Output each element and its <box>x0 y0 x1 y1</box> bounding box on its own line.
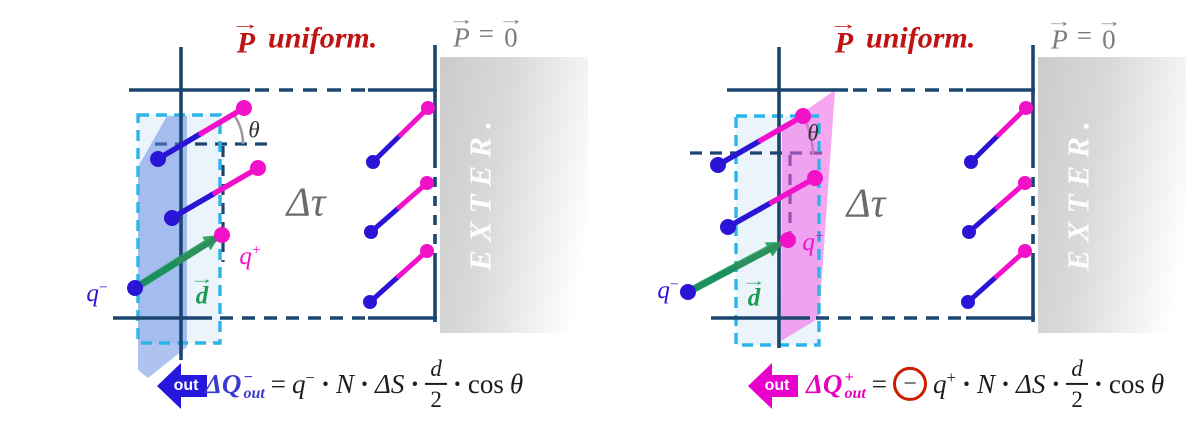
surface-term: ΔS <box>375 368 405 399</box>
dipoles-right-column <box>965 105 1029 305</box>
exterior-watermark-left: EXTER. <box>462 113 498 271</box>
out-arrow-right <box>748 363 798 409</box>
exterior-band-left <box>440 57 588 333</box>
p-zero-label-right: → P = → 0 <box>1046 13 1123 55</box>
equals-sign: = <box>270 368 287 399</box>
out-arrow-text-left: out <box>173 377 199 394</box>
negative-charge-cut-plane <box>138 116 187 378</box>
exterior-band-right <box>1038 57 1186 333</box>
dot-operator: · <box>320 368 330 399</box>
charge-term: q− <box>292 367 315 399</box>
surface-term: ΔS <box>1016 368 1046 399</box>
charge-term: q+ <box>933 367 956 399</box>
q-plus-label-right: q+ <box>802 227 824 257</box>
theta-term: θ <box>1150 368 1165 399</box>
dot-operator: · <box>1051 368 1061 399</box>
dot-operator: · <box>1001 368 1011 399</box>
out-arrow-text-right: out <box>764 377 790 394</box>
delta-q-out-term: ΔQ + out <box>806 368 866 402</box>
volume-element-dashed-box <box>136 113 222 345</box>
delta-tau-label-left: Δτ <box>286 178 326 225</box>
p-zero-label-left: → P = → 0 <box>448 11 525 53</box>
zero-vector-symbol: → 0 <box>1095 13 1123 55</box>
p-uniform-title-left: → P uniform. <box>231 13 378 60</box>
p-vector-symbol: → P <box>829 13 859 60</box>
panel-right-graphics <box>680 45 1035 409</box>
cosine-term: cos <box>1108 368 1145 399</box>
delta-tau-label-right: Δτ <box>846 179 886 226</box>
delta-q-out-term: ΔQ − out <box>205 368 265 402</box>
p-vector-symbol: → P <box>231 13 261 60</box>
q-minus-label-left: q− <box>86 278 108 308</box>
zero-vector-symbol: → 0 <box>497 11 525 53</box>
dot-operator: · <box>360 368 370 399</box>
positive-charge-cut-plane <box>781 90 835 341</box>
p-vector-symbol: → P <box>448 11 475 53</box>
circled-minus-sign: − <box>893 366 928 401</box>
dot-operator: · <box>410 368 420 399</box>
dot-operator: · <box>1093 368 1103 399</box>
exterior-watermark-right: EXTER. <box>1060 113 1096 271</box>
theta-arc <box>232 113 245 145</box>
d-vector-label-left: → d <box>189 271 215 310</box>
charge-dots <box>680 101 1033 309</box>
density-term: N <box>976 368 995 399</box>
dot-operator: · <box>452 368 462 399</box>
dipoles-right-column <box>367 105 431 305</box>
cosine-term: cos <box>467 368 504 399</box>
p-uniform-title-right: → P uniform. <box>829 13 976 60</box>
density-term: N <box>335 368 354 399</box>
p-vector-symbol: → P <box>1046 13 1073 55</box>
equals-sign: = <box>871 368 888 399</box>
q-minus-label-right: q− <box>657 275 679 305</box>
panel-left-graphics <box>113 45 437 409</box>
d-vector-label-right: → d <box>741 273 767 312</box>
displacement-vector-arrow <box>688 242 783 295</box>
dot-operator: · <box>961 368 971 399</box>
out-arrow-left <box>157 363 207 409</box>
theta-term: θ <box>509 368 524 399</box>
theta-label-left: θ <box>248 117 260 143</box>
theta-label-right: θ <box>807 120 819 146</box>
charge-dots <box>127 100 435 309</box>
q-plus-label-left: q+ <box>239 241 261 271</box>
